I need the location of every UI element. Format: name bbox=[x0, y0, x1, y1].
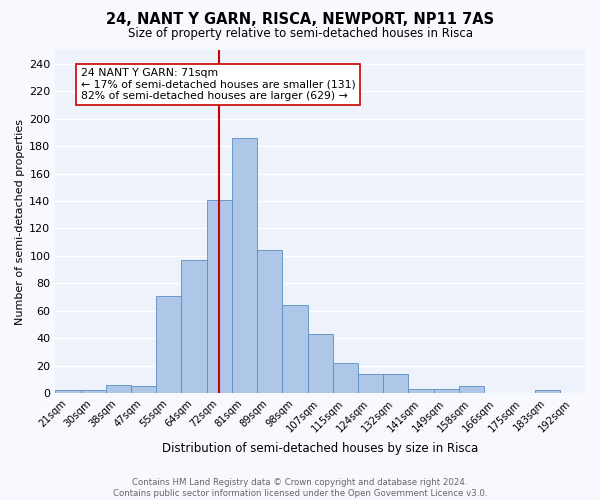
Bar bbox=[55, 390, 80, 393]
Bar bbox=[409, 389, 434, 393]
Bar bbox=[80, 390, 106, 393]
Bar bbox=[308, 334, 333, 393]
Bar bbox=[131, 386, 156, 393]
Bar bbox=[383, 374, 409, 393]
Text: 24, NANT Y GARN, RISCA, NEWPORT, NP11 7AS: 24, NANT Y GARN, RISCA, NEWPORT, NP11 7A… bbox=[106, 12, 494, 28]
Bar bbox=[535, 390, 560, 393]
Text: 24 NANT Y GARN: 71sqm
← 17% of semi-detached houses are smaller (131)
82% of sem: 24 NANT Y GARN: 71sqm ← 17% of semi-deta… bbox=[80, 68, 355, 101]
Bar bbox=[434, 389, 459, 393]
Text: Size of property relative to semi-detached houses in Risca: Size of property relative to semi-detach… bbox=[128, 28, 473, 40]
Bar bbox=[358, 374, 383, 393]
Bar bbox=[333, 363, 358, 393]
Bar bbox=[257, 250, 283, 393]
Bar bbox=[232, 138, 257, 393]
Bar bbox=[156, 296, 181, 393]
Bar bbox=[283, 306, 308, 393]
Text: Contains HM Land Registry data © Crown copyright and database right 2024.
Contai: Contains HM Land Registry data © Crown c… bbox=[113, 478, 487, 498]
Bar bbox=[181, 260, 206, 393]
Y-axis label: Number of semi-detached properties: Number of semi-detached properties bbox=[15, 118, 25, 324]
Bar bbox=[106, 385, 131, 393]
Bar bbox=[206, 200, 232, 393]
X-axis label: Distribution of semi-detached houses by size in Risca: Distribution of semi-detached houses by … bbox=[162, 442, 478, 455]
Bar bbox=[459, 386, 484, 393]
